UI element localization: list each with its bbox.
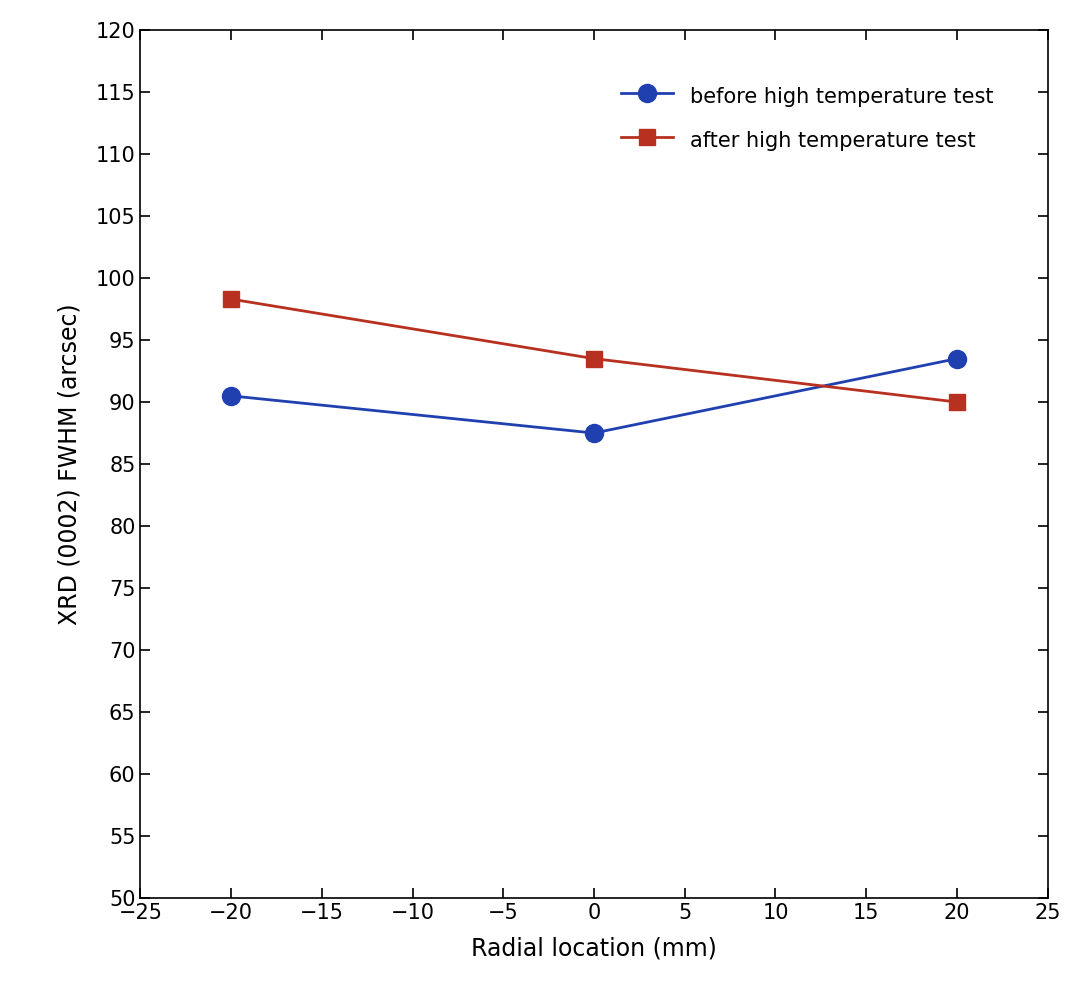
before high temperature test: [225, 390, 238, 402]
Line: before high temperature test: before high temperature test: [222, 349, 966, 442]
Legend: before high temperature test, after high temperature test: before high temperature test, after high…: [605, 67, 1010, 170]
X-axis label: Radial location (mm): Radial location (mm): [471, 937, 717, 961]
after high temperature test: [588, 352, 600, 364]
before high temperature test: [950, 352, 963, 364]
Line: after high temperature test: after high temperature test: [222, 290, 966, 410]
after high temperature test: [950, 396, 963, 408]
after high temperature test: [225, 293, 238, 305]
Y-axis label: XRD (0002) FWHM (arcsec): XRD (0002) FWHM (arcsec): [58, 303, 82, 625]
before high temperature test: [588, 427, 600, 439]
